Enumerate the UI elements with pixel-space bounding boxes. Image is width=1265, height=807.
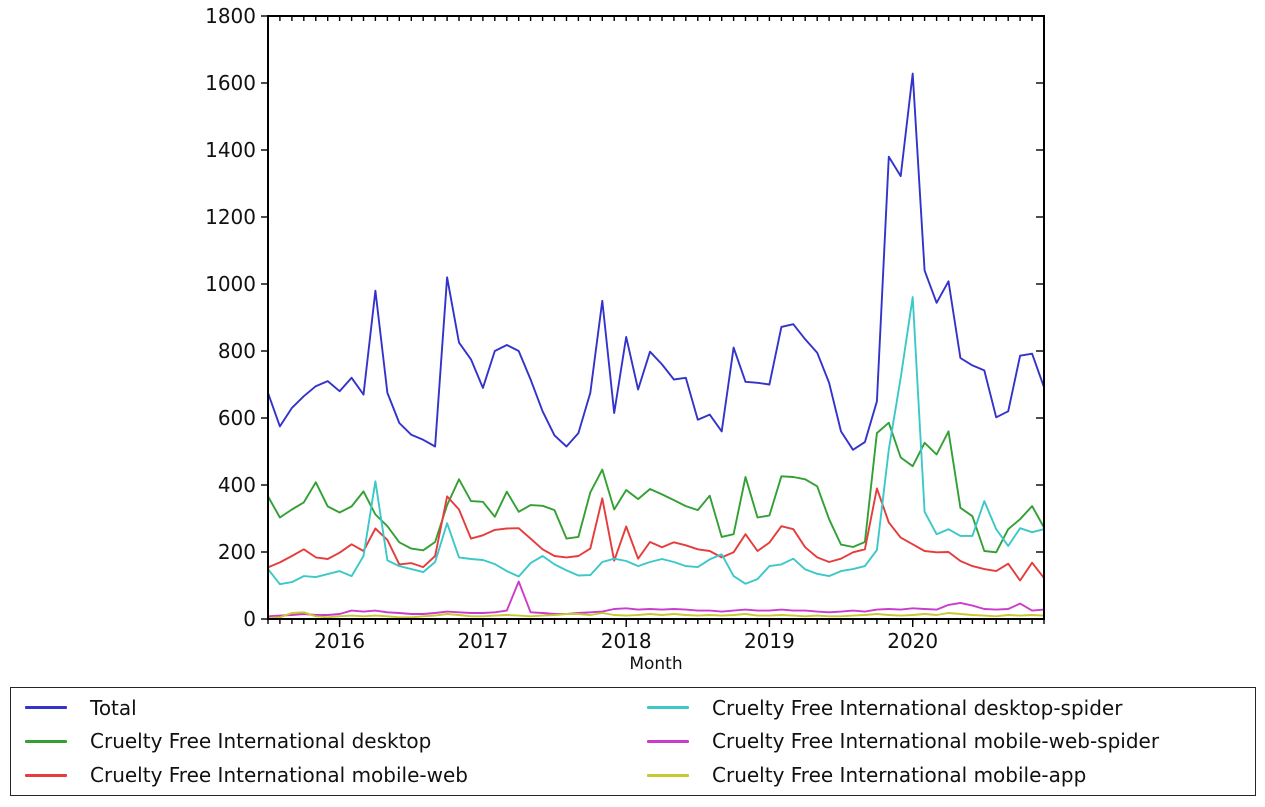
y-tick-label: 1600 [205, 71, 256, 95]
legend-label: Cruelty Free International mobile-web [90, 763, 468, 788]
legend-item-mobile-app: Cruelty Free International mobile-app [633, 758, 1255, 792]
legend-item-desktop: Cruelty Free International desktop [11, 725, 633, 759]
series-line-cruelty-free-international-mobile-web [267, 487, 1045, 582]
y-tick-label: 400 [218, 473, 256, 497]
x-tick-label-year: 2020 [887, 629, 938, 653]
series-line-cruelty-free-international-mobile-app [267, 611, 1045, 619]
y-tick-label: 600 [218, 406, 256, 430]
desktop-line-swatch [25, 739, 67, 743]
x-tick-label-year: 2018 [601, 629, 652, 653]
x-axis-title: Month [629, 654, 682, 674]
series-lines [267, 72, 1045, 619]
y-tick-label: 800 [218, 339, 256, 363]
mobile-app-line-swatch [647, 773, 689, 777]
legend-item-total: Total [11, 691, 633, 725]
series-line-cruelty-free-international-mobile-web-spider [267, 580, 1045, 618]
legend: Total Cruelty Free International desktop… [10, 687, 1256, 796]
x-tick-label-year: 2019 [744, 629, 795, 653]
x-axis-tick-labels: 2016 2017 2018 2019 2020 [314, 629, 938, 653]
series-line-cruelty-free-international-desktop-spider [267, 296, 1045, 586]
y-tick-label: 1000 [205, 272, 256, 296]
total-line-swatch [25, 706, 67, 710]
desktop-spider-line-swatch [647, 706, 689, 710]
legend-label: Cruelty Free International mobile-web-sp… [712, 729, 1160, 754]
y-tick-label: 200 [218, 540, 256, 564]
series-line-total [267, 72, 1045, 451]
mobile-web-spider-line-swatch [647, 739, 689, 743]
plot-frame [267, 15, 1045, 620]
mobile-web-line-swatch [25, 773, 67, 777]
y-tick-label: 1400 [205, 138, 256, 162]
x-tick-label-year: 2016 [314, 629, 365, 653]
legend-label: Total [90, 695, 137, 720]
series-line-cruelty-free-international-desktop [267, 421, 1045, 554]
legend-label: Cruelty Free International mobile-app [712, 763, 1087, 788]
y-tick-label: 1200 [205, 205, 256, 229]
x-tick-label-year: 2017 [457, 629, 508, 653]
legend-item-desktop-spider: Cruelty Free International desktop-spide… [633, 691, 1255, 725]
y-tick-label: 1800 [205, 4, 256, 28]
legend-item-mobile-web: Cruelty Free International mobile-web [11, 758, 633, 792]
y-axis-tick-labels: 0 200 400 600 800 1000 1200 1400 1600 1800 [205, 4, 256, 631]
legend-label: Cruelty Free International desktop-spide… [712, 695, 1123, 720]
legend-item-mobile-web-spider: Cruelty Free International mobile-web-sp… [633, 725, 1255, 759]
y-tick-label: 0 [243, 607, 256, 631]
legend-label: Cruelty Free International desktop [90, 729, 432, 754]
